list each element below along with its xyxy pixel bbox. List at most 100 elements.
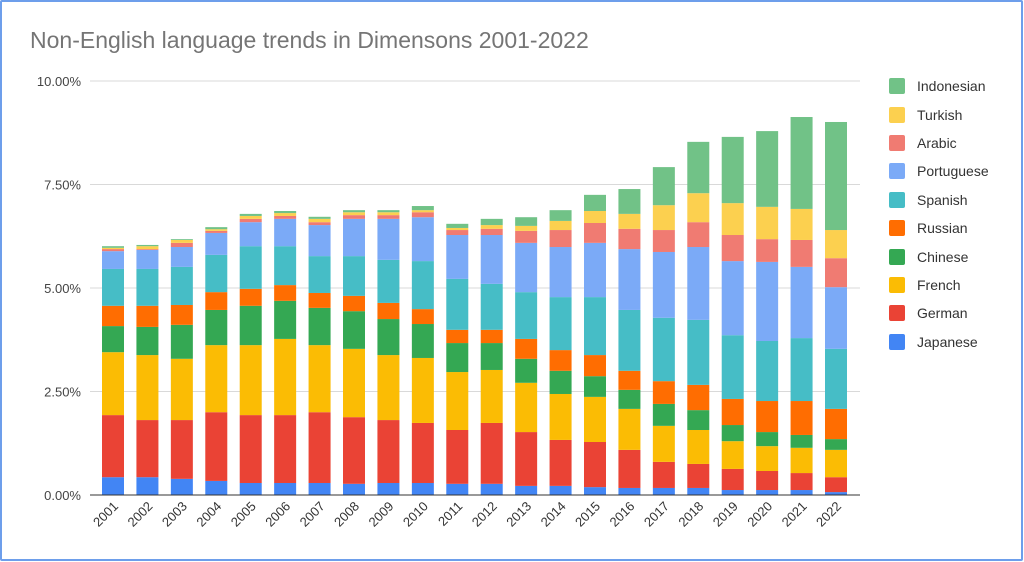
- bar-segment-portuguese: [239, 222, 262, 247]
- bar-segment-japanese: [377, 482, 400, 495]
- bar-segment-spanish: [446, 278, 469, 330]
- legend-label: French: [917, 276, 961, 293]
- y-tick-label: 7.50%: [44, 178, 81, 193]
- bar-segment-chinese: [170, 324, 193, 359]
- bar-segment-indonesian: [308, 216, 331, 219]
- bar-segment-indonesian: [480, 218, 503, 226]
- bar-segment-japanese: [549, 485, 572, 495]
- bar-segment-spanish: [239, 246, 262, 289]
- x-tick-label: 2001: [90, 499, 121, 530]
- bar-segment-french: [102, 352, 124, 416]
- bar-segment-spanish: [102, 268, 124, 306]
- bar-segment-spanish: [790, 338, 813, 402]
- bar-segment-portuguese: [411, 217, 434, 262]
- bar-segment-french: [652, 425, 675, 462]
- bar-segment-french: [515, 382, 538, 433]
- bar-segment-turkish: [239, 215, 262, 219]
- legend-item-french[interactable]: French: [889, 271, 989, 299]
- bar-segment-indonesian: [652, 167, 675, 206]
- legend-item-german[interactable]: German: [889, 299, 989, 327]
- bar-segment-turkish: [652, 205, 675, 231]
- x-tick-label: 2004: [193, 499, 224, 530]
- bar-segment-chinese: [825, 439, 847, 450]
- legend-item-indonesian[interactable]: Indonesian: [889, 72, 989, 100]
- bar-segment-japanese: [515, 485, 538, 495]
- bar-segment-russian: [446, 329, 469, 344]
- bar-segment-french: [446, 372, 469, 431]
- bar-segment-french: [411, 357, 434, 423]
- bar-segment-portuguese: [170, 247, 193, 267]
- legend-label: Turkish: [917, 106, 963, 123]
- bar-segment-german: [343, 417, 365, 484]
- bar-segment-german: [170, 420, 193, 479]
- bar-segment-chinese: [446, 343, 469, 373]
- x-tick-label: 2002: [124, 499, 155, 530]
- bar-segment-french: [343, 348, 365, 418]
- legend-item-russian[interactable]: Russian: [889, 214, 989, 242]
- x-tick-label: 2013: [503, 499, 534, 530]
- bar-segment-turkish: [721, 203, 744, 236]
- bar-segment-japanese: [480, 483, 503, 495]
- bar-segment-turkish: [687, 193, 710, 223]
- legend-label: Indonesian: [917, 78, 986, 95]
- bar-segment-spanish: [274, 246, 297, 286]
- bar-segment-russian: [721, 398, 744, 426]
- bar-segment-french: [790, 447, 813, 474]
- bar-segment-chinese: [308, 307, 331, 346]
- bar-segment-arabic: [136, 249, 159, 250]
- bar-segment-german: [446, 430, 469, 484]
- legend-swatch: [889, 220, 905, 237]
- bar-segment-arabic: [652, 230, 675, 252]
- bar-segment-russian: [549, 350, 572, 371]
- bar-segment-indonesian: [825, 121, 847, 231]
- bar-segment-russian: [480, 329, 503, 344]
- bar-segment-portuguese: [136, 249, 159, 269]
- bar-segment-indonesian: [343, 210, 365, 213]
- y-tick-label: 5.00%: [44, 281, 81, 296]
- bar-segment-arabic: [274, 215, 297, 219]
- x-tick-label: 2007: [297, 499, 328, 530]
- bar-segment-portuguese: [515, 242, 538, 293]
- bar-segment-portuguese: [687, 247, 710, 320]
- x-tick-label: 2015: [572, 499, 603, 530]
- bar-segment-japanese: [308, 482, 331, 495]
- legend-swatch: [889, 191, 905, 208]
- bar-segment-french: [308, 345, 331, 413]
- bar-segment-indonesian: [790, 117, 813, 209]
- bar-segment-japanese: [721, 490, 744, 495]
- legend-item-turkish[interactable]: Turkish: [889, 100, 989, 128]
- bar-segment-german: [480, 422, 503, 484]
- bar-segment-arabic: [480, 228, 503, 236]
- bar-segment-arabic: [411, 212, 434, 218]
- bar-segment-chinese: [687, 410, 710, 431]
- bar-segment-german: [411, 422, 434, 483]
- bar-segment-german: [549, 439, 572, 486]
- legend-item-spanish[interactable]: Spanish: [889, 186, 989, 214]
- bar-segment-german: [756, 470, 779, 491]
- x-tick-label: 2018: [675, 499, 706, 530]
- bar-segment-german: [652, 461, 675, 488]
- x-tick-label: 2021: [779, 499, 810, 530]
- bar-segment-portuguese: [549, 247, 572, 298]
- legend-item-portuguese[interactable]: Portuguese: [889, 157, 989, 185]
- bar-segment-spanish: [411, 261, 434, 310]
- bar-segment-german: [790, 473, 813, 491]
- bar-segment-spanish: [687, 319, 710, 385]
- bar-segment-indonesian: [136, 244, 159, 247]
- bar-segment-spanish: [136, 268, 159, 306]
- bar-segment-russian: [515, 338, 538, 359]
- bar-segment-russian: [136, 305, 159, 327]
- bar-segment-russian: [102, 305, 124, 327]
- bar-segment-portuguese: [584, 242, 606, 298]
- bar-segment-indonesian: [687, 141, 710, 194]
- legend-item-arabic[interactable]: Arabic: [889, 129, 989, 157]
- legend-item-japanese[interactable]: Japanese: [889, 328, 989, 356]
- y-tick-label: 0.00%: [44, 488, 81, 503]
- bar-segment-arabic: [790, 239, 813, 267]
- bar-segment-japanese: [756, 490, 779, 495]
- bar-segment-japanese: [343, 483, 365, 495]
- bar-segment-turkish: [136, 246, 159, 250]
- legend-item-chinese[interactable]: Chinese: [889, 242, 989, 270]
- bar-segment-french: [274, 338, 297, 416]
